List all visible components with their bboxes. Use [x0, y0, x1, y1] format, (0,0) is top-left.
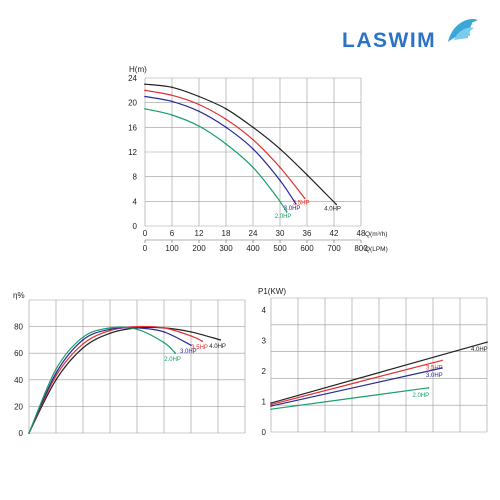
x2-axis-label: Q(LPM) [365, 246, 388, 253]
series-label-3-5hp: 3.5HP [191, 345, 208, 351]
y-tick-label: 20 [14, 402, 23, 411]
x2-tick-label: 300 [219, 244, 233, 253]
series-label-3-0hp: 3.0HP [426, 373, 443, 379]
x2-tick-label: 800 [354, 244, 368, 253]
x-tick-label: 12 [195, 229, 204, 238]
shell-logo-icon [448, 18, 478, 42]
y-axis-label: H(m) [129, 65, 147, 74]
series-line-2-0hp [270, 387, 429, 410]
y-tick-label: 2 [262, 367, 267, 376]
y-tick-label: 3 [262, 337, 267, 346]
y-tick-label: 4 [262, 306, 267, 315]
series-label-2-0hp: 2.0HP [413, 393, 430, 399]
series-line-3-5hp [270, 359, 443, 406]
x2-tick-label: 400 [246, 244, 260, 253]
series-label-4-0hp: 4.0HP [471, 347, 488, 353]
series-label-2-0hp: 2.0HP [164, 357, 181, 363]
series-line-4-0hp [270, 341, 488, 404]
x-tick-label: 36 [303, 229, 312, 238]
x2-tick-label: 700 [327, 244, 341, 253]
y-tick-label: 80 [14, 323, 23, 332]
series-line-4-0hp [144, 83, 337, 205]
series-line-3-0hp [270, 367, 443, 407]
series-line-3-0hp [144, 95, 297, 205]
y-tick-label: 0 [133, 222, 138, 231]
series-label-4-0hp: 4.0HP [209, 344, 226, 350]
x-tick-label: 18 [222, 229, 231, 238]
brand-logo: LASWIM [334, 14, 484, 54]
series-label-3-0hp: 3.0HP [180, 349, 197, 355]
y-tick-label: 0 [262, 428, 267, 437]
y-axis-label: η% [13, 291, 25, 300]
y-tick-label: 12 [128, 148, 137, 157]
series-label-3-0hp: 3.0HP [284, 206, 301, 212]
x2-tick-label: 0 [143, 244, 148, 253]
x2-tick-label: 200 [192, 244, 206, 253]
series-label-2-0hp: 2.0HP [275, 214, 292, 220]
series-label-4-0hp: 4.0HP [324, 206, 341, 212]
y-tick-label: 8 [133, 173, 138, 182]
y-tick-label: 16 [128, 123, 137, 132]
x-axis-label: Q(m³/h) [365, 231, 387, 238]
series-line-2-0hp [144, 108, 288, 213]
series-line-2-0hp [28, 326, 176, 434]
x-tick-label: 30 [276, 229, 285, 238]
series-line-4-0hp [28, 326, 221, 434]
x-tick-label: 6 [170, 229, 175, 238]
y-axis-label: P1(KW) [258, 287, 286, 296]
x2-tick-label: 500 [273, 244, 287, 253]
series-label-3-5hp: 3.5HP [426, 365, 443, 371]
series-line-3-0hp [28, 327, 192, 434]
x-tick-label: 48 [357, 229, 366, 238]
series-label-3-5hp: 3.5HP [293, 200, 310, 206]
x-tick-label: 42 [330, 229, 339, 238]
y-tick-label: 1 [262, 398, 267, 407]
y-tick-label: 0 [19, 429, 24, 438]
x-tick-label: 24 [249, 229, 258, 238]
x-tick-label: 0 [143, 229, 148, 238]
y-tick-label: 60 [14, 349, 23, 358]
brand-name: LASWIM [342, 29, 437, 52]
y-tick-label: 4 [133, 197, 138, 206]
x2-tick-label: 100 [165, 244, 179, 253]
series-line-3-5hp [144, 89, 306, 199]
y-tick-label: 24 [128, 74, 137, 83]
x2-tick-label: 600 [300, 244, 314, 253]
y-tick-label: 40 [14, 376, 23, 385]
y-tick-label: 20 [128, 99, 137, 108]
